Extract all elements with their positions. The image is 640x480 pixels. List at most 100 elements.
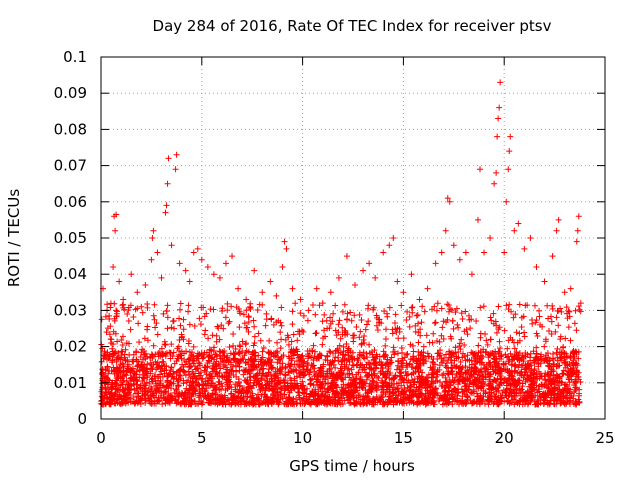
data-point xyxy=(213,351,220,358)
data-point xyxy=(196,390,203,397)
data-point xyxy=(495,115,502,122)
data-point xyxy=(289,308,296,315)
data-point xyxy=(547,394,554,401)
data-point xyxy=(165,155,172,162)
data-point xyxy=(178,334,185,341)
data-point xyxy=(553,349,560,356)
data-point xyxy=(386,393,393,400)
data-point xyxy=(565,324,572,331)
data-point xyxy=(162,341,169,348)
data-point xyxy=(498,352,505,359)
data-point xyxy=(160,359,167,366)
data-point xyxy=(566,399,573,406)
data-point xyxy=(263,310,270,317)
data-point xyxy=(517,387,524,394)
data-point xyxy=(363,354,370,361)
data-point xyxy=(573,349,580,356)
data-point xyxy=(271,377,278,384)
data-point xyxy=(480,361,487,368)
data-point xyxy=(230,350,237,357)
data-point xyxy=(297,310,304,317)
y-axis: 0 0.01 0.02 0.03 0.04 0.05 0.06 0.07 0.08 0.09 0.1 xyxy=(54,48,605,428)
x-tick-label: 20 xyxy=(495,429,514,447)
data-point xyxy=(163,202,170,209)
data-point xyxy=(216,352,223,359)
data-point xyxy=(559,344,566,351)
data-point xyxy=(289,321,296,328)
data-point xyxy=(438,332,445,339)
data-point xyxy=(339,308,346,315)
data-point xyxy=(222,314,229,321)
data-point xyxy=(510,386,517,393)
data-point xyxy=(527,350,534,357)
data-point xyxy=(429,394,436,401)
data-point xyxy=(278,385,285,392)
data-point xyxy=(389,330,396,337)
data-point xyxy=(468,367,475,374)
data-point xyxy=(452,349,459,356)
data-point xyxy=(105,370,112,377)
data-point xyxy=(553,314,560,321)
data-point xyxy=(321,327,328,334)
data-point xyxy=(446,395,453,402)
data-point xyxy=(295,385,302,392)
data-point xyxy=(532,319,539,326)
data-point xyxy=(511,380,518,387)
data-point xyxy=(546,376,553,383)
data-point xyxy=(455,377,462,384)
data-point xyxy=(257,337,264,344)
data-point xyxy=(514,377,521,384)
data-point xyxy=(341,301,348,308)
data-point xyxy=(141,351,148,358)
data-point xyxy=(285,369,292,376)
data-point xyxy=(162,209,169,216)
data-point xyxy=(521,245,528,252)
data-point xyxy=(547,373,554,380)
data-point xyxy=(240,371,247,378)
data-point xyxy=(281,238,288,245)
data-point xyxy=(343,253,350,260)
data-point xyxy=(196,360,203,367)
data-point xyxy=(242,341,249,348)
y-tick-label: 0.05 xyxy=(54,229,87,247)
data-point xyxy=(508,308,515,315)
data-point xyxy=(397,398,404,405)
data-point xyxy=(360,349,367,356)
data-point xyxy=(312,311,319,318)
data-point xyxy=(319,300,326,307)
data-point xyxy=(277,377,284,384)
data-point xyxy=(522,349,529,356)
data-point xyxy=(399,375,406,382)
data-point xyxy=(295,354,302,361)
data-point xyxy=(154,385,161,392)
data-point xyxy=(488,389,495,396)
data-point xyxy=(362,369,369,376)
data-point xyxy=(382,379,389,386)
data-point xyxy=(516,301,523,308)
data-point xyxy=(131,381,138,388)
data-point xyxy=(279,263,286,270)
data-point xyxy=(309,390,316,397)
data-point xyxy=(216,378,223,385)
data-point xyxy=(443,379,450,386)
data-point xyxy=(216,399,223,406)
data-point xyxy=(198,385,205,392)
data-point xyxy=(265,349,272,356)
data-point xyxy=(117,386,124,393)
data-point xyxy=(339,324,346,331)
data-point xyxy=(215,360,222,367)
data-point xyxy=(404,308,411,315)
data-point xyxy=(287,387,294,394)
data-point xyxy=(223,354,230,361)
data-point xyxy=(152,372,159,379)
grid-lines xyxy=(101,57,605,419)
data-point xyxy=(151,386,158,393)
data-point xyxy=(358,340,365,347)
data-point xyxy=(121,351,128,358)
data-point xyxy=(337,372,344,379)
data-point xyxy=(517,397,524,404)
data-point xyxy=(374,353,381,360)
data-point xyxy=(436,396,443,403)
data-point xyxy=(320,361,327,368)
data-point xyxy=(251,339,258,346)
